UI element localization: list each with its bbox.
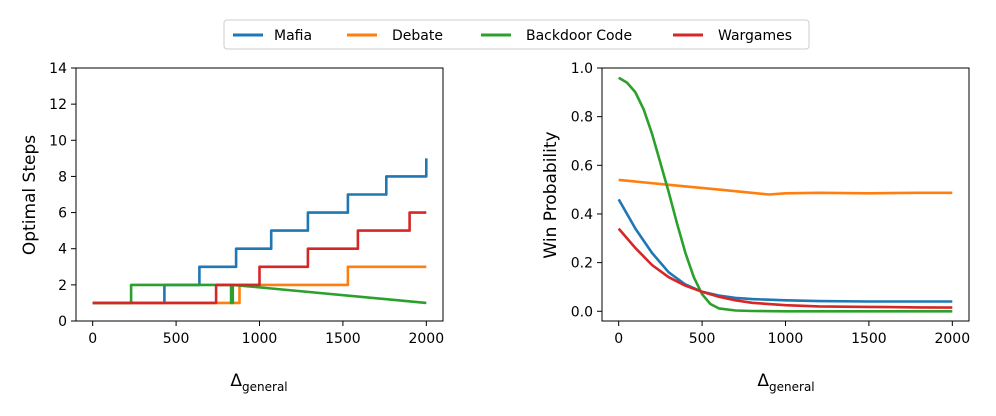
x-axis-label-subscript: general xyxy=(769,380,815,394)
y-tick-label: 4 xyxy=(58,242,67,258)
panel-win-probability: 0 500 1000 1500 2000 0.0 0.2 0.4 0.6 0.8 1.0 Δgen… xyxy=(541,61,970,394)
x-tick-label: 1500 xyxy=(851,331,887,347)
y-axis-label: Win Probability xyxy=(541,131,561,258)
series-line-wargames xyxy=(92,211,427,305)
series-line-debate xyxy=(618,178,953,196)
legend-entry-mafia: Mafia xyxy=(233,28,312,44)
x-tick-label: 500 xyxy=(689,331,716,347)
x-axis-label-symbol: Δ xyxy=(757,371,769,391)
y-tick-label: 6 xyxy=(58,206,67,222)
x-axis-label-symbol: Δ xyxy=(230,371,242,391)
legend-label-wargames: Wargames xyxy=(718,28,792,44)
series-line-backdoor-code xyxy=(92,283,427,305)
legend-entry-wargames: Wargames xyxy=(673,28,792,44)
y-tick-label: 10 xyxy=(49,133,67,149)
y-tick-label: 1.0 xyxy=(571,61,593,77)
y-axis-ticks: 0 2 4 6 8 10 12 14 xyxy=(49,61,76,330)
y-tick-label: 12 xyxy=(49,97,67,113)
series-line-mafia xyxy=(617,198,953,303)
legend-entry-debate: Debate xyxy=(347,28,443,44)
series-line-backdoor-code xyxy=(618,76,953,313)
y-tick-label: 0.8 xyxy=(571,110,593,126)
series-lines xyxy=(92,158,428,305)
x-axis-ticks: 0 500 1000 1500 2000 xyxy=(614,321,970,347)
x-tick-label: 2000 xyxy=(408,331,444,347)
x-tick-label: 1500 xyxy=(325,331,361,347)
x-axis-label: Δgeneral xyxy=(757,371,814,394)
legend-entry-backdoor-code: Backdoor Code xyxy=(481,28,632,44)
y-tick-label: 2 xyxy=(58,278,67,294)
x-tick-label: 2000 xyxy=(934,331,970,347)
y-axis-ticks: 0.0 0.2 0.4 0.6 0.8 1.0 xyxy=(571,61,602,320)
panel-optimal-steps: 0 500 1000 1500 2000 0 2 4 6 8 10 12 14 Δgeneral Op… xyxy=(20,61,444,394)
x-tick-label: 1000 xyxy=(242,331,278,347)
legend-label-mafia: Mafia xyxy=(274,28,312,44)
y-tick-label: 0.2 xyxy=(571,256,593,272)
x-tick-label: 0 xyxy=(88,331,97,347)
y-tick-label: 0 xyxy=(58,314,67,330)
y-tick-label: 8 xyxy=(58,169,67,185)
x-tick-label: 500 xyxy=(163,331,190,347)
legend: Mafia Debate Backdoor Code Wargames xyxy=(223,19,810,50)
legend-frame xyxy=(223,19,810,50)
y-tick-label: 0.0 xyxy=(571,304,593,320)
series-line-wargames xyxy=(617,227,953,309)
legend-label-backdoor-code: Backdoor Code xyxy=(526,28,632,44)
legend-label-debate: Debate xyxy=(392,28,443,44)
x-tick-label: 1000 xyxy=(768,331,804,347)
x-axis-label: Δgeneral xyxy=(230,371,287,394)
x-axis-ticks: 0 500 1000 1500 2000 xyxy=(88,321,444,347)
series-lines xyxy=(617,76,953,313)
y-axis-label: Optimal Steps xyxy=(20,135,40,255)
y-tick-label: 14 xyxy=(49,61,67,77)
y-tick-label: 0.6 xyxy=(571,158,593,174)
y-tick-label: 0.4 xyxy=(571,207,593,223)
x-axis-label-subscript: general xyxy=(242,380,288,394)
x-tick-label: 0 xyxy=(614,331,623,347)
